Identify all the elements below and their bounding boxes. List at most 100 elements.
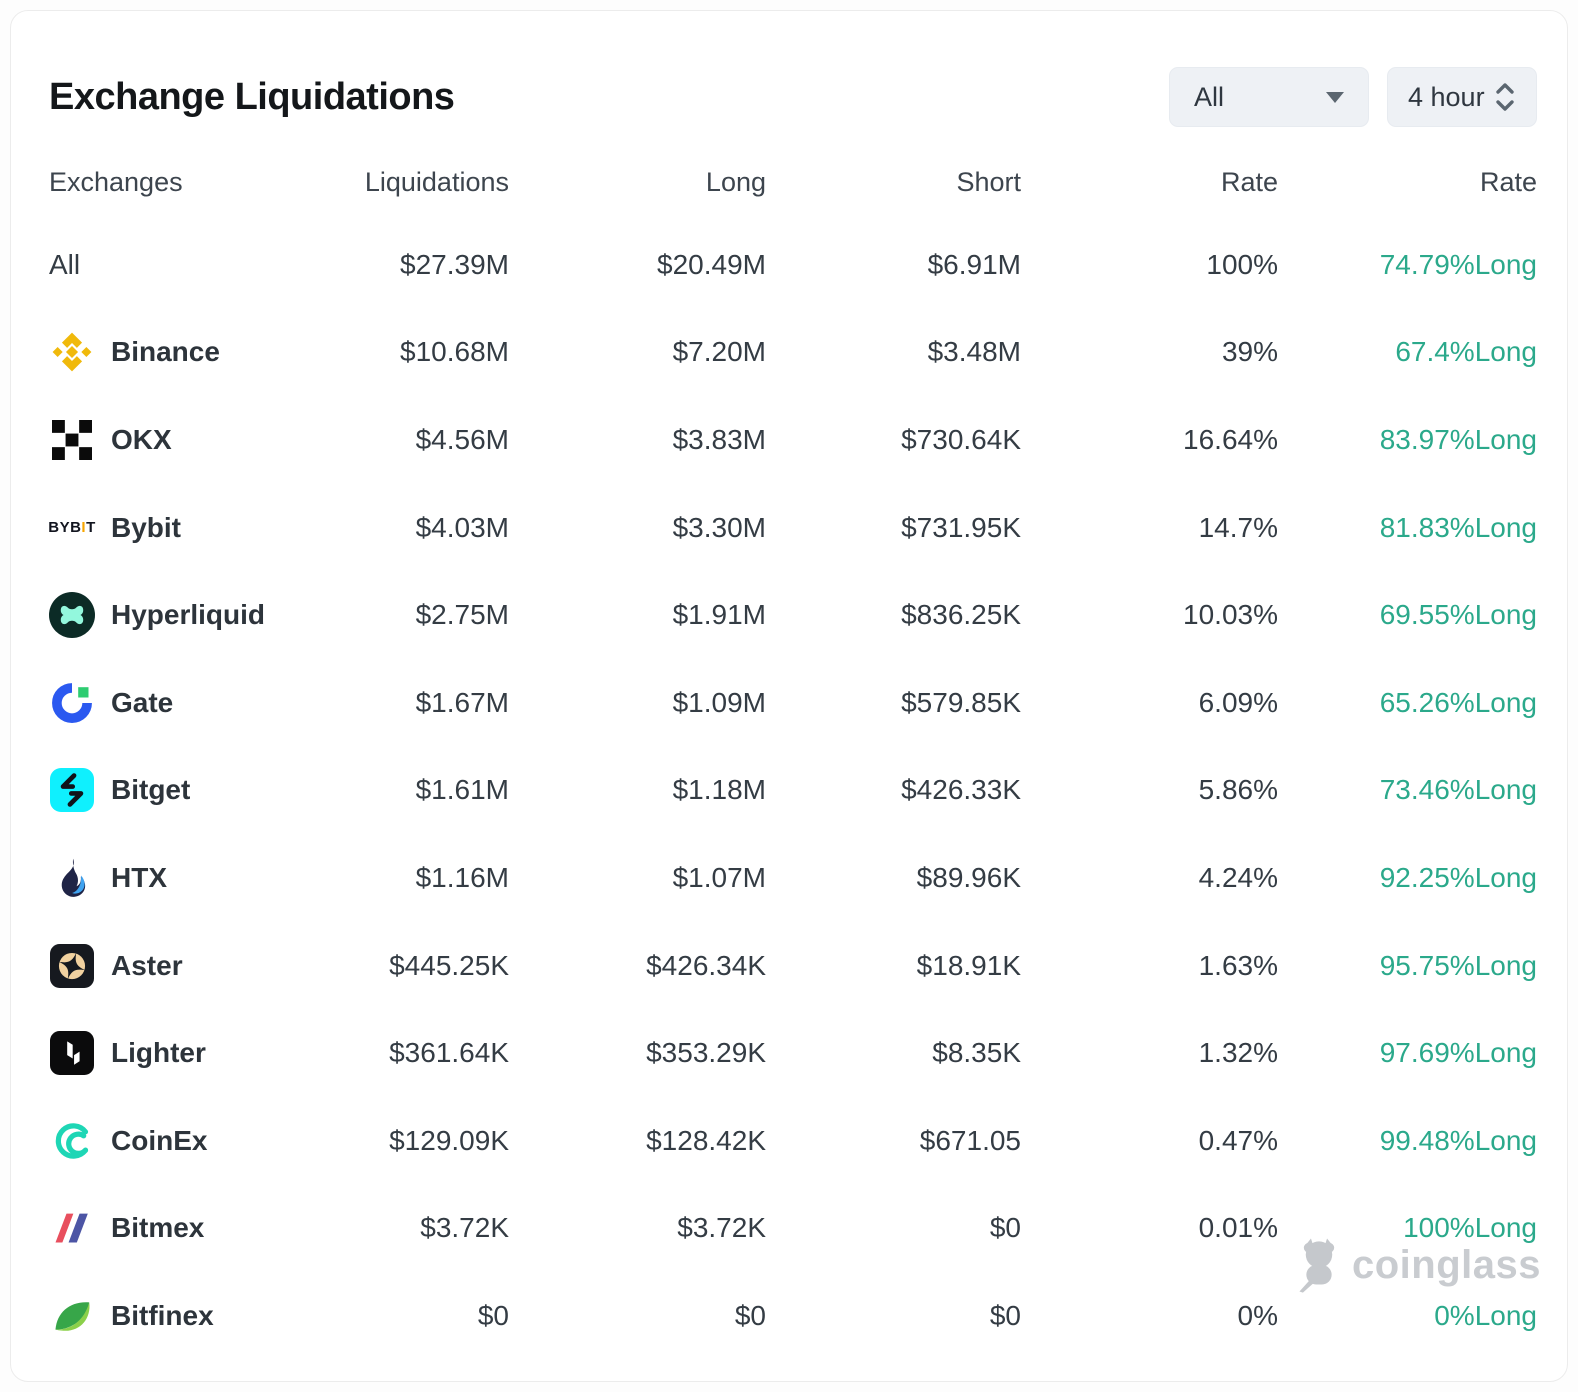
exchange-cell: OKX [41, 417, 291, 463]
exchange-name: Gate [111, 686, 174, 718]
liquidations-cell: $1.16M [415, 861, 509, 893]
liquidations-cell: $1.61M [415, 774, 509, 806]
column-header-liquidations: Liquidations [364, 166, 509, 197]
exchange-name: CoinEx [111, 1124, 208, 1156]
exchange-filter-value: All [1194, 81, 1225, 112]
coinex-icon-box [49, 1118, 95, 1164]
bybit-icon-box: BYBIT [48, 505, 96, 551]
table-row-bitget[interactable]: Bitget $1.61M $1.18M $426.33K 5.86% 73.46%Lon… [41, 747, 1537, 835]
long-cell: $1.91M [672, 599, 766, 631]
exchange-cell: Binance [41, 329, 291, 375]
gate-icon-box [49, 680, 95, 726]
liquidations-cell: $361.64K [389, 1037, 509, 1069]
exchange-cell: Gate [41, 680, 291, 726]
aster-icon-box [49, 943, 95, 989]
hyperliquid-icon-box [49, 592, 95, 639]
htx-icon-box [49, 855, 95, 901]
long-cell: $3.83M [672, 423, 766, 455]
exchange-name: OKX [111, 423, 172, 455]
bitmex-icon-box [49, 1205, 95, 1251]
column-header-rate-long: Rate [1479, 166, 1537, 197]
rate-cell: 100% [1206, 248, 1278, 280]
exchange-cell: HTX [41, 855, 291, 901]
timeframe-dropdown[interactable]: 4 hour [1387, 67, 1537, 127]
exchange-name: Aster [111, 949, 183, 981]
coinglass-logo-text: coinglass [1351, 1242, 1541, 1287]
table-row-bitfinex[interactable]: Bitfinex $0 $0 $0 0% 0%Long [41, 1272, 1537, 1360]
bitfinex-icon-box [49, 1293, 95, 1339]
bybit-icon: BYBIT [48, 519, 96, 537]
long-rate-cell: 69.55%Long [1379, 599, 1537, 631]
table-row-binance[interactable]: Binance $10.68M $7.20M $3.48M 39% 67.4%Long [41, 309, 1537, 397]
exchange-cell: Hyperliquid [41, 592, 291, 639]
long-cell: $1.09M [672, 686, 766, 718]
exchange-name: Bitmex [111, 1212, 205, 1244]
rate-cell: 1.32% [1198, 1037, 1278, 1069]
rate-cell: 16.64% [1183, 423, 1278, 455]
short-cell: $730.64K [901, 423, 1021, 455]
short-cell: $6.91M [927, 248, 1021, 280]
chevron-down-icon [1326, 91, 1344, 103]
table-header-row: Exchanges Liquidations Long Short Rate Rate [41, 157, 1537, 207]
table-row-coinex[interactable]: CoinEx $129.09K $128.42K $671.05 0.47% 99.48%… [41, 1097, 1537, 1185]
liquidations-cell: $4.03M [415, 511, 509, 543]
exchange-name: Hyperliquid [111, 599, 266, 631]
rate-cell: 6.09% [1198, 686, 1278, 718]
htx-icon [61, 858, 86, 897]
rate-cell: 10.03% [1183, 599, 1278, 631]
long-rate-cell: 100%Long [1403, 1212, 1537, 1244]
table-row-htx[interactable]: HTX $1.16M $1.07M $89.96K 4.24% 92.25%Long [41, 834, 1537, 922]
long-cell: $353.29K [646, 1037, 766, 1069]
liquidations-cell: $4.56M [415, 423, 509, 455]
bitmex-icon [55, 1213, 88, 1243]
exchange-name: Bitfinex [111, 1299, 214, 1331]
liquidations-cell: $2.75M [415, 599, 509, 631]
long-rate-cell: 67.4%Long [1395, 336, 1537, 368]
long-rate-cell: 92.25%Long [1379, 861, 1537, 893]
short-cell: $18.91K [916, 949, 1021, 981]
long-rate-cell: 73.46%Long [1379, 774, 1537, 806]
table-row-gate[interactable]: Gate $1.67M $1.09M $579.85K 6.09% 65.26%Long [41, 659, 1537, 747]
table-row-aster[interactable]: Aster $445.25K $426.34K $18.91K 1.63% 95.75%L… [41, 922, 1537, 1010]
timeframe-value: 4 hour [1408, 81, 1485, 112]
short-cell: $0 [989, 1212, 1021, 1244]
exchange-cell: BYBIT Bybit [41, 505, 291, 551]
short-cell: $671.05 [919, 1124, 1021, 1156]
coinglass-watermark: coinglass [1296, 1237, 1541, 1293]
short-cell: $3.48M [927, 336, 1021, 368]
binance-icon [52, 332, 92, 372]
filter-controls: All 4 hour [1169, 67, 1537, 127]
long-cell: $128.42K [646, 1124, 766, 1156]
lighter-icon-box [49, 1030, 95, 1076]
rate-cell: 4.24% [1198, 861, 1278, 893]
column-header-exchanges: Exchanges [49, 166, 183, 197]
okx-icon-box [49, 417, 95, 463]
rate-cell: 0% [1237, 1299, 1278, 1331]
exchange-filter-dropdown[interactable]: All [1169, 67, 1369, 127]
table-row-bybit[interactable]: BYBIT Bybit $4.03M $3.30M $731.95K 14.7% 81.83… [41, 484, 1537, 572]
long-cell: $0 [734, 1299, 766, 1331]
table-row-hyperliquid[interactable]: Hyperliquid $2.75M $1.91M $836.25K 10.03% 69.… [41, 571, 1537, 659]
long-rate-cell: 81.83%Long [1379, 511, 1537, 543]
short-cell: $579.85K [901, 686, 1021, 718]
rate-cell: 14.7% [1198, 511, 1278, 543]
exchange-name: Bitget [111, 774, 191, 806]
bitget-icon-box [49, 767, 95, 813]
bitfinex-icon [55, 1302, 90, 1331]
table-row-okx[interactable]: OKX $4.56M $3.83M $730.64K 16.64% 83.97%Long [41, 396, 1537, 484]
liquidations-cell: $445.25K [389, 949, 509, 981]
exchange-cell: Aster [41, 943, 291, 989]
liquidations-cell: $27.39M [400, 248, 509, 280]
column-header-long: Long [705, 166, 766, 197]
table-row-lighter[interactable]: Lighter $361.64K $353.29K $8.35K 1.32% 97.69%… [41, 1009, 1537, 1097]
rate-cell: 1.63% [1198, 949, 1278, 981]
aster-icon [50, 943, 94, 988]
long-cell: $7.20M [672, 336, 766, 368]
page-title: Exchange Liquidations [49, 75, 455, 118]
liquidations-cell: $3.72K [420, 1212, 509, 1244]
table-row-bitmex[interactable]: Bitmex $3.72K $3.72K $0 0.01% 100%Long [41, 1185, 1537, 1273]
table-row-all[interactable]: All $27.39M $20.49M $6.91M 100% 74.79%Long [41, 221, 1537, 309]
column-header-rate: Rate [1220, 166, 1278, 197]
column-header-short: Short [956, 166, 1021, 197]
long-rate-cell: 83.97%Long [1379, 423, 1537, 455]
